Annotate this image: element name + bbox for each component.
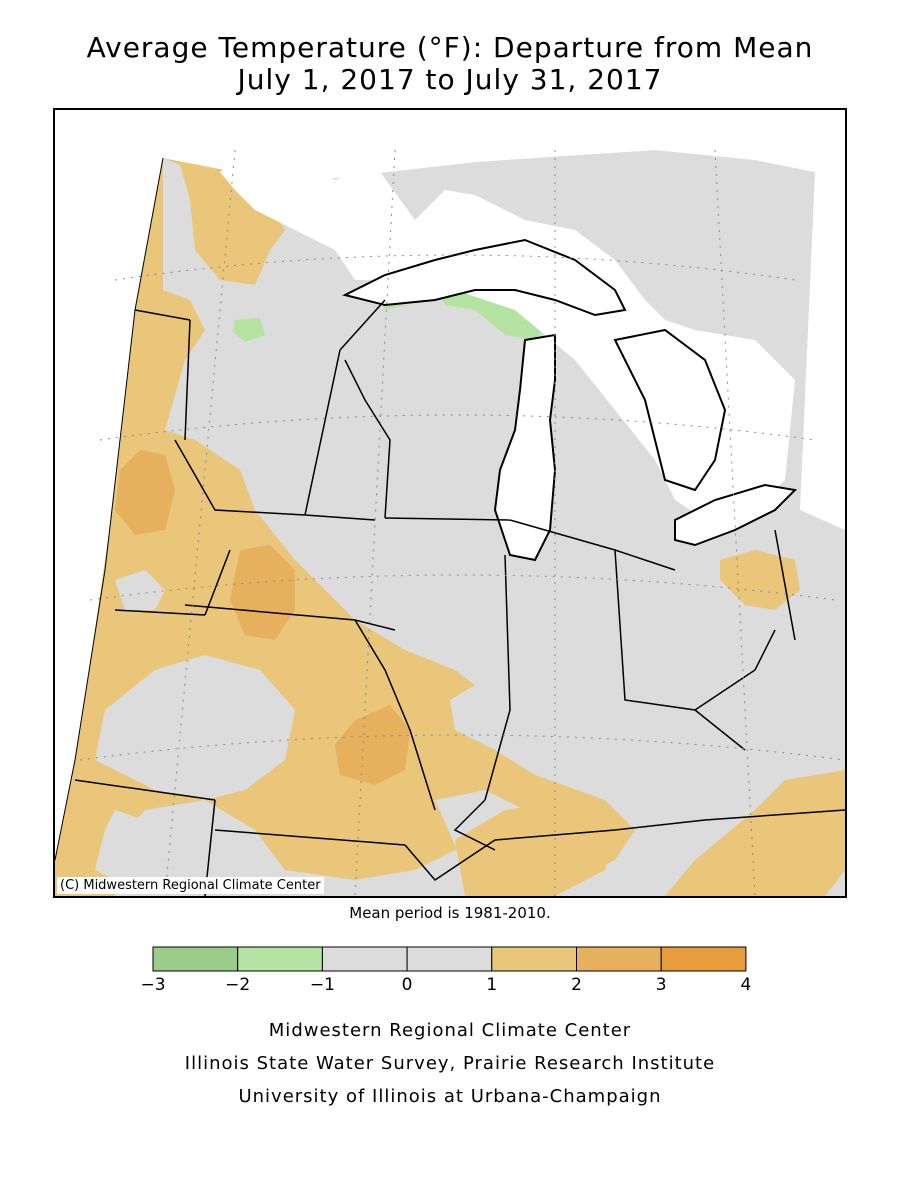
warm2-patch-c (230, 545, 295, 640)
map-title: Average Temperature (°F): Departure from… (86, 31, 814, 64)
legend-swatch (406, 946, 493, 972)
color-legend (152, 946, 747, 972)
mean-period-note: Mean period is 1981-2010. (349, 904, 551, 922)
map-projection-outline (55, 157, 164, 861)
credit-isws: Illinois State Water Survey, Prairie Res… (184, 1053, 716, 1074)
state-borders (74, 299, 845, 896)
graticule (79, 149, 845, 896)
canada-nw-white (163, 110, 845, 510)
legend-swatch (321, 946, 408, 972)
credit-uiuc: University of Illinois at Urbana-Champai… (238, 1086, 662, 1107)
neutral-patch-sw (95, 655, 295, 800)
warm-patch-ky (455, 800, 615, 896)
neutral-patch-w (115, 570, 165, 610)
credit-mrcc: Midwestern Regional Climate Center (268, 1020, 632, 1041)
legend-swatch (237, 946, 323, 972)
warm-area-east (720, 550, 800, 610)
lake-superior (342, 238, 627, 317)
map-frame: (C) Midwestern Regional Climate Center (53, 108, 847, 898)
legend-tick-label: 0 (401, 975, 413, 995)
lake-erie (674, 483, 798, 547)
legend-swatch (491, 946, 577, 972)
neutral-patch-s (95, 810, 215, 890)
copyright-label: (C) Midwestern Regional Climate Center (57, 877, 324, 894)
legend-swatch (576, 946, 662, 972)
lake-michigan (493, 333, 557, 562)
legend-tick-label: 1 (486, 975, 498, 995)
legend-swatch (152, 946, 239, 972)
cool-patch-minn (233, 318, 265, 342)
legend-tick-label: 4 (740, 975, 752, 995)
legend-tick-label: −3 (140, 975, 166, 995)
legend-tick-label: 3 (655, 975, 667, 995)
legend-swatch (660, 946, 747, 972)
warm2-patch-nw (115, 450, 175, 535)
warm-area-se (665, 770, 845, 896)
warm2-patch-s (335, 705, 410, 785)
lake-huron (613, 328, 727, 492)
legend-tick-label: −2 (225, 975, 251, 995)
map-date-range: July 1, 2017 to July 31, 2017 (237, 63, 663, 96)
legend-tick-label: −1 (309, 975, 335, 995)
legend-tick-label: 2 (571, 975, 582, 995)
departure-map (55, 110, 845, 896)
